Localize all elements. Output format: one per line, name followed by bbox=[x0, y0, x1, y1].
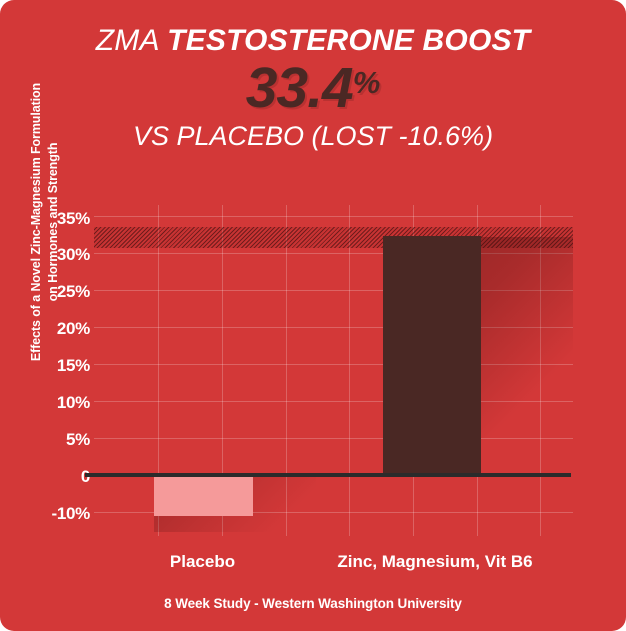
gridline-v-4 bbox=[349, 205, 350, 536]
gridline-v-2 bbox=[222, 205, 223, 536]
zero-axis-line bbox=[85, 473, 571, 477]
gridline-h-30 bbox=[94, 253, 573, 254]
chart-plot-inner bbox=[85, 205, 573, 536]
headline-subtitle: VS PLACEBO (LOST -10.6%) bbox=[132, 121, 494, 151]
gridline-h-25 bbox=[94, 290, 573, 291]
gridline-h-neg10 bbox=[94, 512, 573, 513]
y-tick-35: 35% bbox=[56, 209, 90, 228]
y-tick-20: 20% bbox=[56, 319, 90, 338]
x-label-zinc-magnesium-vitb6: Zinc, Magnesium, Vit B6 bbox=[337, 552, 533, 571]
headline-title-light: ZMA bbox=[95, 24, 159, 57]
gridline-v-3 bbox=[286, 205, 287, 536]
y-tick-neg10: -10% bbox=[51, 504, 91, 523]
gridline-h-5 bbox=[94, 438, 573, 439]
gridline-v-7 bbox=[540, 205, 541, 536]
y-tick-30: 30% bbox=[56, 245, 90, 264]
target-zone-hatched-band bbox=[94, 227, 573, 248]
gridline-h-10 bbox=[94, 401, 573, 402]
y-tick-5: 5% bbox=[66, 430, 90, 449]
headline-title-bold: TESTOSTERONE BOOST bbox=[167, 24, 531, 57]
headline-block: ZMA TESTOSTERONE BOOST 33.4% VS PLACEBO … bbox=[0, 26, 626, 150]
x-label-placebo: Placebo bbox=[169, 552, 236, 571]
footer-caption: 8 Week Study - Western Washington Univer… bbox=[164, 596, 462, 611]
y-tick-10: 10% bbox=[56, 393, 90, 412]
gridline-v-1 bbox=[158, 205, 159, 536]
y-tick-25: 25% bbox=[56, 282, 90, 301]
headline-title: ZMA TESTOSTERONE BOOST bbox=[0, 26, 626, 56]
bar-placebo[interactable] bbox=[154, 477, 253, 516]
chart-plot-area bbox=[85, 205, 573, 536]
y-tick-0: 0 bbox=[20, 468, 90, 485]
big-number-percent-sign: % bbox=[352, 65, 381, 100]
gridline-h-20 bbox=[94, 327, 573, 328]
bar-zinc-magnesium-vitb6[interactable] bbox=[383, 236, 481, 475]
headline-big-number: 33.4% bbox=[0, 60, 626, 117]
gridline-h-15 bbox=[94, 364, 573, 365]
y-axis-tick-labels: 35% 30% 25% 20% 15% 10% 5% 0 -10% bbox=[18, 205, 91, 536]
gridline-h-35 bbox=[94, 216, 573, 217]
y-tick-15: 15% bbox=[56, 356, 90, 375]
big-number-value: 33.4 bbox=[245, 56, 354, 120]
